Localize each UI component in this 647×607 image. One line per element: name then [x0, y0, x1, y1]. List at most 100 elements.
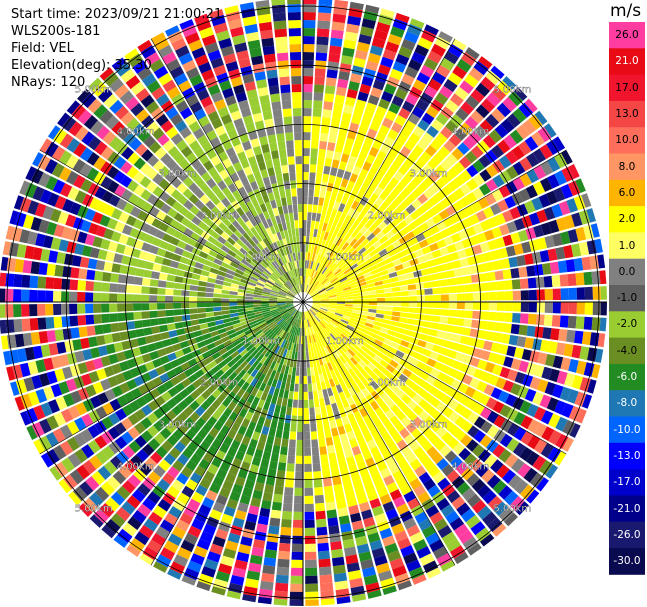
velocity-gate: [563, 245, 574, 259]
velocity-gate: [293, 503, 303, 512]
velocity-gate: [202, 215, 212, 226]
velocity-gate: [372, 272, 381, 279]
velocity-gate: [328, 134, 337, 144]
velocity-gate: [503, 356, 514, 368]
velocity-gate: [389, 276, 399, 283]
velocity-gate: [265, 266, 274, 274]
velocity-gate: [303, 68, 314, 77]
velocity-gate: [267, 265, 275, 273]
velocity-gate: [280, 364, 286, 374]
velocity-gate: [347, 275, 356, 282]
velocity-gate: [157, 280, 167, 288]
velocity-gate: [260, 29, 274, 40]
velocity-gate: [291, 543, 303, 552]
velocity-gate: [111, 363, 122, 375]
velocity-gate: [183, 271, 193, 279]
velocity-gate: [307, 212, 312, 221]
velocity-gate: [244, 183, 253, 194]
velocity-gate: [453, 174, 466, 187]
velocity-gate: [520, 431, 534, 446]
velocity-gate: [303, 311, 305, 320]
velocity-gate: [215, 570, 230, 583]
velocity-gate: [444, 50, 459, 65]
velocity-gate: [312, 279, 317, 287]
velocity-gate: [497, 199, 509, 212]
velocity-gate: [309, 277, 314, 286]
velocity-gate: [365, 339, 374, 347]
velocity-gate: [296, 284, 300, 293]
velocity-gate: [345, 23, 360, 34]
velocity-gate: [256, 331, 265, 339]
velocity-gate: [174, 120, 188, 133]
velocity-gate: [371, 37, 386, 49]
velocity-gate: [242, 244, 251, 253]
velocity-gate: [126, 166, 139, 179]
velocity-gate: [499, 366, 511, 379]
velocity-gate: [246, 394, 255, 404]
velocity-gate: [546, 397, 559, 412]
velocity-gate: [313, 325, 319, 333]
velocity-gate: [254, 371, 262, 380]
velocity-gate: [388, 463, 400, 475]
velocity-gate: [39, 189, 52, 204]
velocity-gate: [344, 306, 353, 310]
velocity-gate: [327, 444, 335, 454]
velocity-gate: [61, 291, 70, 302]
velocity-gate: [35, 233, 46, 247]
velocity-gate: [473, 403, 485, 415]
velocity-gate: [147, 400, 159, 412]
velocity-gate: [69, 364, 81, 377]
velocity-gate: [307, 375, 312, 384]
velocity-gate: [475, 339, 485, 349]
velocity-gate: [69, 202, 82, 216]
velocity-gate: [470, 110, 484, 124]
velocity-gate: [508, 91, 523, 107]
velocity-gate: [329, 322, 337, 329]
velocity-gate: [534, 422, 548, 438]
velocity-gate: [423, 478, 436, 491]
velocity-gate: [285, 382, 291, 391]
velocity-gate: [394, 530, 408, 543]
velocity-gate: [513, 243, 524, 255]
velocity-gate: [296, 311, 300, 320]
velocity-gate: [117, 528, 133, 544]
velocity-gate: [571, 212, 583, 227]
velocity-gate: [446, 490, 461, 504]
velocity-gate: [251, 546, 264, 557]
velocity-gate: [322, 318, 330, 325]
velocity-gate: [266, 126, 276, 136]
velocity-gate: [261, 293, 270, 297]
velocity-gate: [391, 95, 404, 107]
velocity-gate: [225, 325, 234, 332]
velocity-gate: [58, 381, 70, 395]
velocity-gate: [376, 289, 385, 294]
velocity-gate: [294, 148, 302, 157]
velocity-gate: [88, 222, 99, 235]
velocity-gate: [221, 306, 230, 311]
velocity-gate: [370, 87, 383, 98]
colorbar-tick-label: 13.0: [615, 108, 639, 121]
velocity-gate: [202, 497, 215, 509]
velocity-gate: [191, 324, 201, 332]
velocity-gate: [374, 196, 384, 207]
velocity-gate: [487, 517, 503, 533]
velocity-gate: [355, 362, 364, 372]
velocity-gate: [540, 443, 555, 458]
velocity-gate: [61, 303, 70, 315]
velocity-gate: [335, 326, 344, 334]
velocity-gate: [164, 345, 175, 355]
velocity-gate: [279, 534, 291, 544]
velocity-gate: [264, 316, 273, 322]
velocity-gate: [370, 328, 380, 335]
velocity-gate: [500, 118, 515, 133]
velocity-gate: [134, 320, 143, 329]
velocity-gate: [81, 245, 92, 257]
velocity-gate: [359, 83, 372, 95]
velocity-gate: [245, 307, 254, 312]
velocity-gate: [300, 352, 303, 360]
velocity-gate: [423, 57, 439, 71]
velocity-gate: [536, 477, 549, 492]
velocity-gate: [129, 338, 139, 349]
velocity-gate: [487, 495, 503, 511]
velocity-gate: [48, 399, 60, 414]
